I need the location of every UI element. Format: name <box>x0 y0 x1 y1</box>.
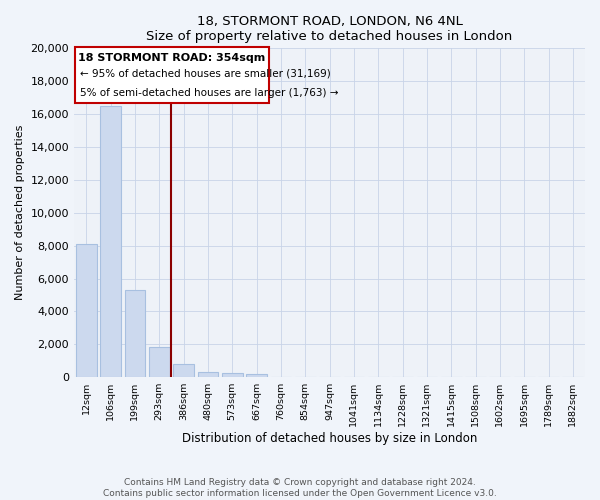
Bar <box>173 364 194 377</box>
Text: Contains HM Land Registry data © Crown copyright and database right 2024.
Contai: Contains HM Land Registry data © Crown c… <box>103 478 497 498</box>
Bar <box>76 244 97 377</box>
Bar <box>246 374 267 377</box>
Bar <box>222 373 242 377</box>
Bar <box>149 347 170 377</box>
Y-axis label: Number of detached properties: Number of detached properties <box>15 125 25 300</box>
Bar <box>197 372 218 377</box>
Title: 18, STORMONT ROAD, LONDON, N6 4NL
Size of property relative to detached houses i: 18, STORMONT ROAD, LONDON, N6 4NL Size o… <box>146 15 512 43</box>
Bar <box>100 106 121 377</box>
Text: 18 STORMONT ROAD: 354sqm: 18 STORMONT ROAD: 354sqm <box>79 53 266 63</box>
Text: 5% of semi-detached houses are larger (1,763) →: 5% of semi-detached houses are larger (1… <box>80 88 338 98</box>
X-axis label: Distribution of detached houses by size in London: Distribution of detached houses by size … <box>182 432 477 445</box>
Bar <box>125 290 145 377</box>
Text: ← 95% of detached houses are smaller (31,169): ← 95% of detached houses are smaller (31… <box>80 68 331 78</box>
FancyBboxPatch shape <box>75 46 269 102</box>
